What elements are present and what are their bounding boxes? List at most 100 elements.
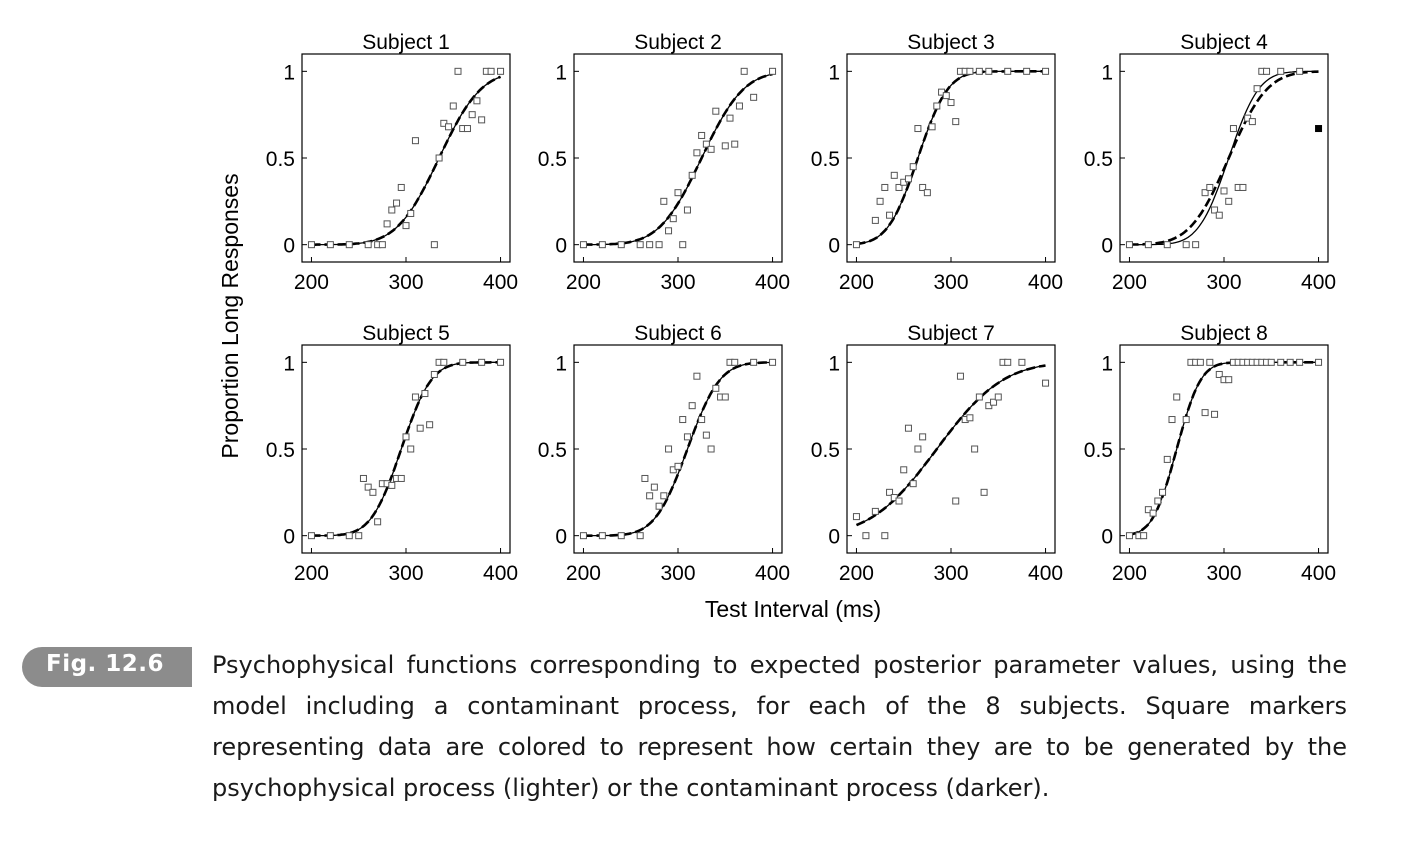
x-tick-label: 200 xyxy=(1112,271,1147,294)
y-tick-label: 0 xyxy=(555,235,567,258)
data-point xyxy=(910,481,916,487)
data-point xyxy=(360,475,366,481)
subject-panel: Subject 8 200 300 400 0 0.5 1 xyxy=(1084,322,1336,585)
panel-title: Subject 8 xyxy=(1180,322,1268,345)
data-point xyxy=(882,184,888,190)
subject-panel: Subject 5200 300 40000.51 xyxy=(266,322,518,585)
data-point xyxy=(498,68,504,74)
x-tick-label: 400 xyxy=(1301,271,1336,294)
data-point xyxy=(967,68,973,74)
data-point xyxy=(389,207,395,213)
data-point xyxy=(713,108,719,114)
panel-title: Subject 5 xyxy=(362,322,450,345)
subject-panel: Subject 3 200 300 400 0 0.5 1 xyxy=(811,31,1063,294)
data-point xyxy=(327,533,333,539)
fit-curve-dashed xyxy=(584,362,773,535)
data-point xyxy=(1197,359,1203,365)
data-point xyxy=(455,68,461,74)
data-point xyxy=(479,117,485,123)
data-point xyxy=(891,172,897,178)
data-point xyxy=(689,172,695,178)
data-point xyxy=(736,103,742,109)
y-tick-label: 0 xyxy=(828,526,840,549)
data-point xyxy=(689,403,695,409)
data-point xyxy=(408,446,414,452)
data-point xyxy=(474,98,480,104)
panel-title: Subject 7 xyxy=(907,322,995,345)
data-point xyxy=(1207,184,1213,190)
data-point xyxy=(872,508,878,514)
data-point xyxy=(680,417,686,423)
data-point xyxy=(924,190,930,196)
data-point xyxy=(882,533,888,539)
panel-title: Subject 4 xyxy=(1180,31,1268,54)
data-point xyxy=(1174,394,1180,400)
x-tick-label: 300 xyxy=(1206,271,1241,294)
data-point xyxy=(1278,359,1284,365)
data-point xyxy=(896,498,902,504)
data-point xyxy=(670,216,676,222)
data-point xyxy=(1207,359,1213,365)
fit-curve-solid xyxy=(312,77,501,245)
data-point xyxy=(394,200,400,206)
data-point xyxy=(1316,359,1322,365)
data-point xyxy=(732,141,738,147)
data-point xyxy=(863,533,869,539)
x-tick-label: 300 xyxy=(933,271,968,294)
panel-title: Subject 1 xyxy=(362,31,450,54)
data-point xyxy=(1169,417,1175,423)
y-tick-label: 0.5 xyxy=(811,148,840,171)
data-point xyxy=(967,415,973,421)
data-point xyxy=(708,446,714,452)
data-point xyxy=(953,119,959,125)
data-point xyxy=(1155,498,1161,504)
panel-title: Subject 6 xyxy=(634,322,722,345)
x-tick-label: 300 xyxy=(388,562,423,585)
data-point xyxy=(1297,68,1303,74)
x-tick-label: 200 xyxy=(839,271,874,294)
data-point xyxy=(1183,417,1189,423)
data-point xyxy=(703,432,709,438)
data-point xyxy=(417,425,423,431)
data-point xyxy=(1160,489,1166,495)
data-point xyxy=(1005,359,1011,365)
data-point xyxy=(915,446,921,452)
y-tick-label: 0.5 xyxy=(266,439,295,462)
y-tick-label: 0 xyxy=(283,526,295,549)
y-tick-label: 0 xyxy=(555,526,567,549)
x-tick-label: 400 xyxy=(1028,562,1063,585)
plot-frame xyxy=(847,345,1055,553)
x-tick-label: 300 xyxy=(388,271,423,294)
y-axis-label: Proportion Long Responses xyxy=(217,173,243,458)
data-point xyxy=(1164,242,1170,248)
data-point xyxy=(308,533,314,539)
data-point xyxy=(981,489,987,495)
data-point xyxy=(675,190,681,196)
data-point xyxy=(651,484,657,490)
x-tick-label: 400 xyxy=(1028,271,1063,294)
data-point xyxy=(661,198,667,204)
data-point xyxy=(853,514,859,520)
data-point xyxy=(398,184,404,190)
data-point xyxy=(1249,119,1255,125)
data-point xyxy=(427,422,433,428)
data-point xyxy=(943,93,949,99)
y-tick-label: 0 xyxy=(1101,235,1113,258)
data-point xyxy=(618,242,624,248)
data-point xyxy=(957,373,963,379)
data-point xyxy=(379,242,385,248)
panel-title: Subject 3 xyxy=(907,31,995,54)
plot-frame xyxy=(302,54,510,262)
data-point xyxy=(699,417,705,423)
data-point xyxy=(1145,242,1151,248)
x-tick-label: 200 xyxy=(839,562,874,585)
data-point xyxy=(741,68,747,74)
data-point xyxy=(934,103,940,109)
data-point xyxy=(1043,380,1049,386)
data-point xyxy=(661,493,667,499)
data-point xyxy=(1221,188,1227,194)
y-tick-label: 1 xyxy=(828,61,840,84)
data-point xyxy=(1297,359,1303,365)
data-point xyxy=(1005,68,1011,74)
data-point xyxy=(1150,510,1156,516)
